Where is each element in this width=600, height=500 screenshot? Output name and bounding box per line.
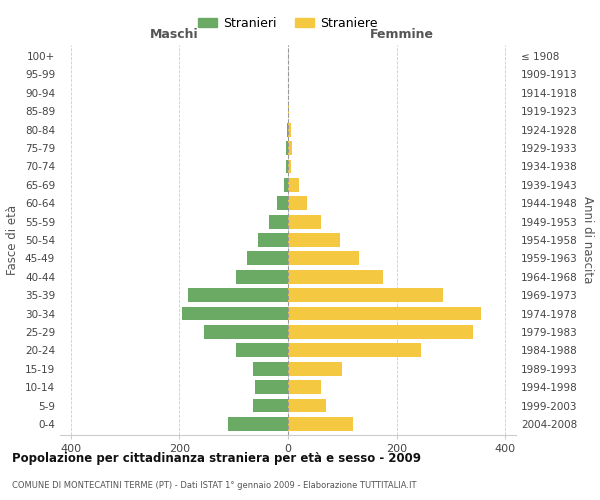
- Y-axis label: Anni di nascita: Anni di nascita: [581, 196, 594, 284]
- Bar: [188, 288, 288, 302]
- Bar: [288, 288, 443, 302]
- Bar: [236, 344, 288, 357]
- Legend: Stranieri, Straniere: Stranieri, Straniere: [193, 12, 383, 35]
- Bar: [204, 325, 288, 339]
- Bar: [288, 104, 289, 118]
- Bar: [288, 398, 326, 412]
- Bar: [288, 270, 383, 283]
- Y-axis label: Fasce di età: Fasce di età: [7, 205, 19, 275]
- Bar: [288, 178, 299, 192]
- Bar: [228, 417, 288, 431]
- Bar: [288, 196, 307, 210]
- Bar: [288, 325, 473, 339]
- Bar: [256, 380, 288, 394]
- Bar: [288, 252, 359, 266]
- Bar: [288, 160, 291, 173]
- Text: Popolazione per cittadinanza straniera per età e sesso - 2009: Popolazione per cittadinanza straniera p…: [12, 452, 421, 465]
- Bar: [247, 252, 288, 266]
- Bar: [182, 306, 288, 320]
- Bar: [288, 214, 320, 228]
- Bar: [236, 270, 288, 283]
- Bar: [286, 160, 288, 173]
- Bar: [286, 141, 288, 155]
- Bar: [288, 233, 340, 247]
- Text: Maschi: Maschi: [149, 28, 199, 42]
- Bar: [288, 362, 342, 376]
- Text: Femmine: Femmine: [370, 28, 434, 42]
- Bar: [288, 417, 353, 431]
- Bar: [277, 196, 288, 210]
- Bar: [288, 380, 320, 394]
- Bar: [253, 362, 288, 376]
- Bar: [288, 306, 481, 320]
- Bar: [258, 233, 288, 247]
- Bar: [288, 141, 292, 155]
- Bar: [284, 178, 288, 192]
- Bar: [253, 398, 288, 412]
- Bar: [288, 122, 291, 136]
- Text: COMUNE DI MONTECATINI TERME (PT) - Dati ISTAT 1° gennaio 2009 - Elaborazione TUT: COMUNE DI MONTECATINI TERME (PT) - Dati …: [12, 481, 416, 490]
- Bar: [287, 122, 288, 136]
- Bar: [269, 214, 288, 228]
- Bar: [288, 344, 421, 357]
